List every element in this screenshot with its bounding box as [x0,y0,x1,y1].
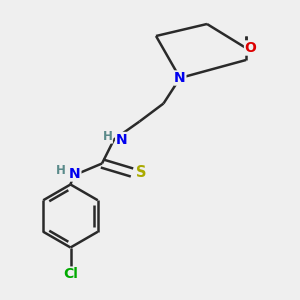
Text: N: N [174,71,186,85]
Text: N: N [69,167,81,181]
Text: O: O [244,41,256,55]
Text: Cl: Cl [63,268,78,281]
Text: H: H [103,130,112,143]
Text: H: H [56,164,66,178]
Text: S: S [136,165,146,180]
Text: N: N [116,133,127,146]
